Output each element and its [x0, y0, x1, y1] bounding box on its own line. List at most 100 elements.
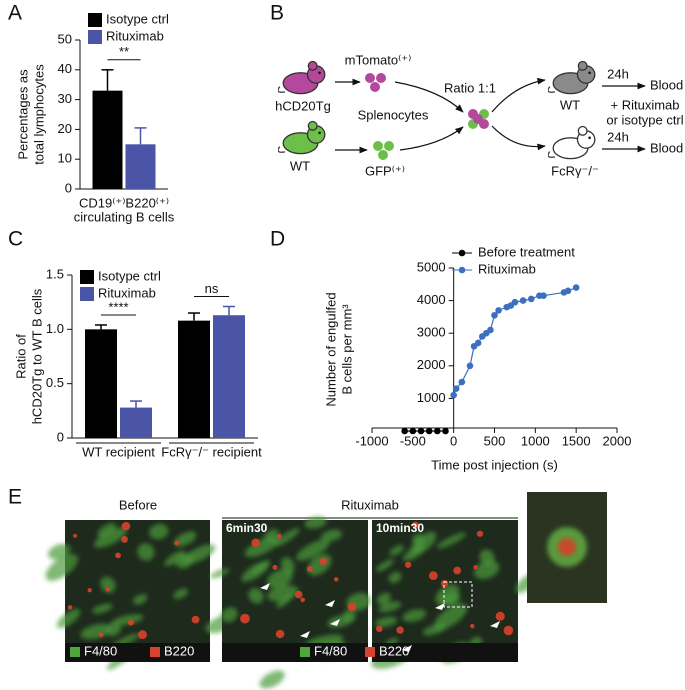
macrophage	[248, 587, 264, 604]
legend-swatch	[80, 287, 94, 301]
b-cell	[306, 566, 313, 573]
legend-label: Rituximab	[106, 28, 164, 43]
time-label: 24h	[607, 66, 629, 81]
macrophage	[173, 588, 189, 599]
y-axis-label: B cells per mm³	[339, 304, 354, 395]
b-cell	[121, 535, 128, 543]
data-point	[540, 292, 547, 300]
macrophage	[434, 603, 468, 630]
mouse-icon	[278, 60, 326, 95]
macrophage	[320, 529, 343, 542]
legend-swatch	[80, 270, 94, 284]
x-tick-label: 1000	[521, 433, 550, 448]
legend-swatch	[300, 647, 310, 657]
mouse-icon	[548, 60, 596, 95]
outcome-label: Blood	[650, 77, 683, 92]
treatment-label: or isotype ctrl	[606, 112, 683, 127]
macrophage	[241, 561, 270, 582]
legend-marker	[458, 249, 466, 257]
legend-swatch	[88, 13, 102, 27]
data-point	[401, 427, 408, 435]
legend-label: B220	[379, 643, 409, 658]
x-tick-label: -1000	[355, 433, 388, 448]
recipient-label: WT	[560, 97, 580, 112]
b-cell	[127, 619, 134, 626]
macrophage	[410, 531, 437, 555]
macrophage	[97, 523, 116, 538]
macrophage	[45, 554, 79, 581]
bar	[85, 329, 117, 438]
arrowhead	[435, 603, 445, 610]
macrophage	[80, 623, 112, 640]
data-point	[511, 298, 519, 306]
macrophage	[133, 594, 148, 605]
b-cell	[473, 565, 478, 570]
microscopy: Before Rituximab 6min30 10min30 F4/80 B220 F…	[45, 491, 607, 689]
b-cell	[137, 630, 148, 640]
b-cell	[275, 629, 285, 639]
timepoint: 10min30	[376, 521, 424, 535]
y-tick-label: 1000	[417, 390, 446, 405]
data-point	[434, 427, 441, 435]
y-axis-label: total lymphocytes	[31, 64, 46, 165]
legend-label: Isotype ctrl	[98, 268, 161, 283]
arrowhead	[402, 645, 412, 652]
macrophage	[375, 559, 394, 572]
macrophage	[389, 545, 404, 556]
y-tick-label: 2000	[417, 357, 446, 372]
x-tick-label: -500	[400, 433, 426, 448]
y-tick-label: 1.5	[46, 266, 64, 281]
macrophage	[100, 576, 116, 593]
macrophage	[304, 516, 327, 529]
macrophage	[182, 544, 216, 565]
legend-label: F4/80	[84, 643, 117, 658]
legend-label: Rituximab	[478, 261, 536, 276]
y-tick-label: 20	[58, 121, 72, 136]
b-cell	[294, 590, 303, 599]
y-tick-label: 0	[57, 429, 64, 444]
data-point	[474, 339, 482, 347]
arrowhead	[330, 619, 340, 626]
arrows	[335, 77, 646, 154]
treatment-label: + Rituximab	[611, 97, 680, 112]
data-point	[564, 287, 572, 295]
x-tick-label: WT recipient	[82, 444, 155, 459]
micrograph	[210, 516, 371, 689]
y-tick-label: 0.5	[46, 375, 64, 390]
x-tick-label: 500	[484, 433, 506, 448]
timepoint: 6min30	[226, 521, 268, 535]
significance-label: **	[119, 44, 129, 59]
data-point	[527, 295, 535, 303]
macrophage	[388, 571, 402, 584]
legend-strip	[65, 643, 210, 662]
y-tick-label: 0	[65, 180, 72, 195]
bar	[213, 315, 245, 438]
donor-label: WT	[290, 158, 310, 173]
data-point	[519, 297, 527, 304]
macrophage	[378, 601, 402, 613]
b-cell	[476, 530, 484, 537]
bar	[125, 144, 156, 189]
y-tick-label: 5000	[417, 259, 446, 274]
data-point	[495, 307, 502, 314]
y-tick-label: 10	[58, 151, 72, 166]
legend-swatch	[365, 647, 375, 657]
micrograph	[45, 520, 240, 670]
macrophage	[174, 531, 197, 547]
macrophage	[375, 616, 398, 628]
macrophage	[296, 539, 330, 561]
legend-marker	[458, 266, 466, 274]
legend-label: Rituximab	[98, 285, 156, 300]
b-cell	[319, 557, 328, 566]
arrowhead	[260, 583, 270, 590]
legend-swatch	[70, 647, 80, 657]
b-cell	[495, 611, 505, 621]
b-cell	[272, 564, 278, 570]
x-tick-label: 0	[450, 433, 457, 448]
macrophage	[343, 609, 356, 623]
panel-label: D	[270, 228, 285, 251]
b-cell	[121, 521, 131, 531]
schematic: hCD20Tg WT mTomato⁽⁺⁾ GFP⁽⁺⁾ Splenocytes…	[275, 52, 684, 178]
macrophage	[94, 527, 128, 548]
macrophage	[149, 523, 169, 540]
